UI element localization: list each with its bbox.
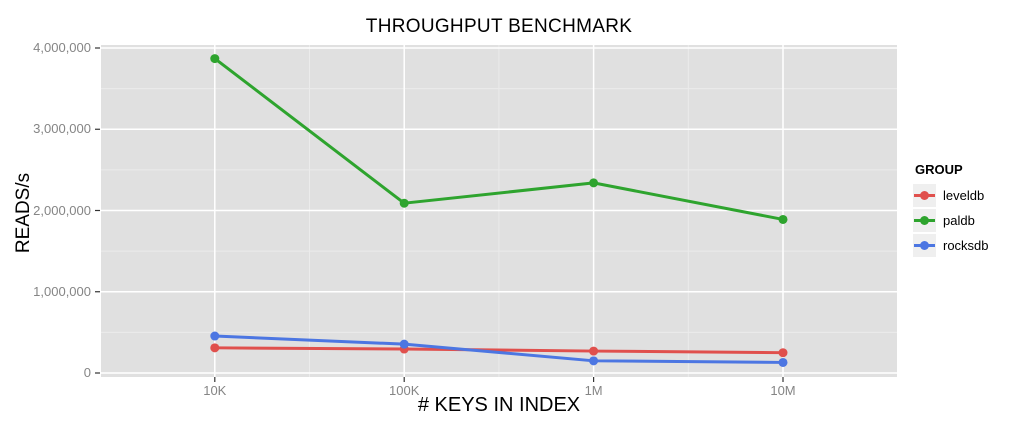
x-tick-label: 1M xyxy=(584,383,603,398)
legend-key-icon-rocksdb xyxy=(913,234,936,257)
legend-item-label: leveldb xyxy=(943,188,985,203)
series-line-paldb xyxy=(213,57,785,221)
data-point-rocksdb-100K xyxy=(399,339,409,349)
series-line-leveldb xyxy=(213,346,785,355)
data-point-rocksdb-10K xyxy=(210,331,220,341)
data-point-leveldb-10K xyxy=(210,343,220,353)
data-point-paldb-100K xyxy=(399,198,409,208)
y-tick-label: 1,000,000 xyxy=(33,283,91,299)
data-point-leveldb-1M xyxy=(589,346,599,356)
legend-item-paldb: paldb xyxy=(913,209,1023,232)
y-tick-label: 2,000,000 xyxy=(33,202,91,218)
data-point-leveldb-10M xyxy=(778,348,788,358)
legend-item-label: rocksdb xyxy=(943,238,989,253)
legend-item-rocksdb: rocksdb xyxy=(913,234,1023,257)
legend-key-icon-leveldb xyxy=(913,184,936,207)
data-point-paldb-10K xyxy=(210,54,220,64)
data-point-paldb-1M xyxy=(589,178,599,188)
data-point-rocksdb-10M xyxy=(778,357,788,367)
legend-title: GROUP xyxy=(915,162,963,177)
legend-items: leveldb paldb rocksdb xyxy=(913,184,1023,257)
y-tick-label: 3,000,000 xyxy=(33,121,91,137)
series-line-rocksdb xyxy=(213,334,785,364)
x-tick-label: 10M xyxy=(770,383,796,398)
legend-item-label: paldb xyxy=(943,213,975,228)
legend-key-icon-paldb xyxy=(913,209,936,232)
x-tick-label: 10K xyxy=(203,383,227,398)
y-tick-label: 4,000,000 xyxy=(33,40,91,55)
legend: GROUP leveldb paldb rocksdb xyxy=(913,162,1023,259)
chart-title: THROUGHPUT BENCHMARK xyxy=(365,16,633,37)
x-tick-label: 100K xyxy=(389,383,420,398)
data-point-rocksdb-1M xyxy=(589,356,599,366)
y-tick-label: 0 xyxy=(83,365,91,380)
data-point-paldb-10M xyxy=(778,214,788,224)
legend-item-leveldb: leveldb xyxy=(913,184,1023,207)
x-axis-title: # KEYS IN INDEX xyxy=(417,394,581,416)
